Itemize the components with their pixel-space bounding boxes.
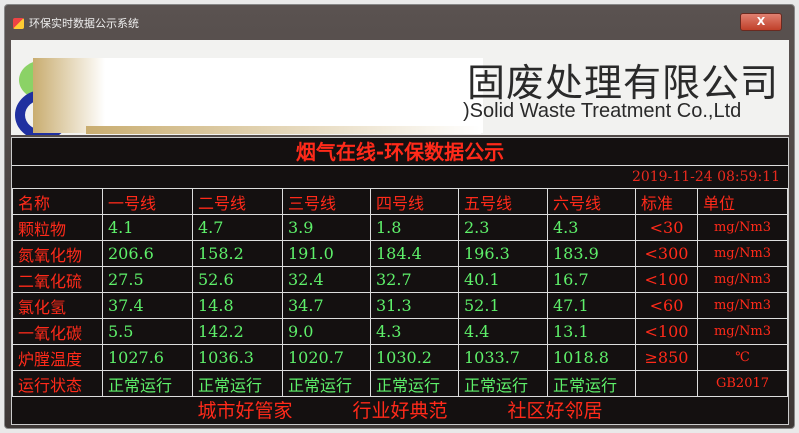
window-title: 环保实时数据公示系统	[29, 17, 139, 30]
line-value: 27.5	[102, 266, 193, 293]
line-value: 47.1	[547, 292, 636, 319]
line-value: 196.3	[458, 240, 548, 267]
line-value: 1033.7	[458, 344, 548, 371]
line-value: 40.1	[458, 266, 548, 293]
pollutant-name: 一氧化碳	[12, 318, 103, 345]
line-value: 4.4	[458, 318, 548, 345]
line-value: 3.9	[282, 214, 371, 241]
line-value: 正常运行	[547, 370, 636, 397]
company-name-cn: 固废处理有限公司	[467, 61, 780, 105]
datetime: 2019-11-24 08:59:11	[631, 169, 780, 185]
pollutant-name: 二氧化硫	[12, 266, 103, 293]
table-row: 一氧化碳 5.5 142.2 9.0 4.3 4.4 13.1 <100 mg/Nm3	[12, 318, 788, 345]
line-value: 183.9	[547, 240, 636, 267]
standard-limit: <30	[635, 214, 698, 241]
unit: mg/Nm3	[697, 292, 788, 319]
standard-limit: <300	[635, 240, 698, 267]
line-value: 正常运行	[458, 370, 548, 397]
column-header: 四号线	[370, 188, 459, 215]
line-value: 4.7	[192, 214, 283, 241]
app-icon	[13, 17, 24, 29]
line-value: 2.3	[458, 214, 548, 241]
unit: mg/Nm3	[697, 214, 788, 241]
line-value: 1030.2	[370, 344, 459, 371]
line-value: 9.0	[282, 318, 371, 345]
unit: ℃	[697, 344, 788, 371]
line-value: 37.4	[102, 292, 193, 319]
column-header: 三号线	[282, 188, 371, 215]
line-value: 5.5	[102, 318, 193, 345]
line-value: 32.4	[282, 266, 371, 293]
table-row: 炉膛温度 1027.6 1036.3 1020.7 1030.2 1033.7 1018.8…	[12, 344, 788, 371]
line-value: 206.6	[102, 240, 193, 267]
title-bar: 环保实时数据公示系统	[13, 13, 139, 33]
standard-limit: <100	[635, 318, 698, 345]
column-header: 二号线	[192, 188, 283, 215]
line-value: 16.7	[547, 266, 636, 293]
line-value: 正常运行	[282, 370, 371, 397]
company-name-en: )Solid Waste Treatment Co.,Ltd	[463, 100, 742, 122]
line-value: 184.4	[370, 240, 459, 267]
line-value: 31.3	[370, 292, 459, 319]
line-value: 1.8	[370, 214, 459, 241]
pollutant-name: 氮氧化物	[12, 240, 103, 267]
line-value: 正常运行	[102, 370, 193, 397]
company-banner: 固废处理有限公司 )Solid Waste Treatment Co.,Ltd	[11, 40, 789, 135]
line-value: 1027.6	[102, 344, 193, 371]
line-value: 1020.7	[282, 344, 371, 371]
line-value: 1018.8	[547, 344, 636, 371]
line-value: 4.3	[547, 214, 636, 241]
column-header: 名称	[12, 188, 103, 215]
standard-limit: ≥850	[635, 344, 698, 371]
line-value: 4.1	[102, 214, 193, 241]
slogans: 城市好管家 行业好典范 社区好邻居	[12, 397, 788, 427]
standard-limit: <60	[635, 292, 698, 319]
emissions-table: 名称 一号线 二号线 三号线 四号线 五号线 六号线 标准 单位 颗粒物 4.1 4.7 3.9 1.8 2…	[12, 188, 788, 397]
redacted-area	[33, 58, 483, 133]
pollutant-name: 炉膛温度	[12, 344, 103, 371]
slogan: 社区好邻居	[507, 400, 603, 422]
line-value: 正常运行	[370, 370, 459, 397]
line-value: 52.1	[458, 292, 548, 319]
column-header: 标准	[635, 188, 698, 215]
line-value: 158.2	[192, 240, 283, 267]
table-row: 运行状态 正常运行 正常运行 正常运行 正常运行 正常运行 正常运行 GB2017	[12, 370, 788, 397]
pollutant-name: 氯化氢	[12, 292, 103, 319]
column-header: 一号线	[102, 188, 193, 215]
line-value: 32.7	[370, 266, 459, 293]
column-header: 五号线	[458, 188, 548, 215]
unit: mg/Nm3	[697, 240, 788, 267]
data-board: 烟气在线-环保数据公示 2019-11-24 08:59:11 名称 一号线 二号线…	[11, 137, 789, 425]
line-value: 142.2	[192, 318, 283, 345]
line-value: 正常运行	[192, 370, 283, 397]
line-value: 14.8	[192, 292, 283, 319]
table-row: 氯化氢 37.4 14.8 34.7 31.3 52.1 47.1 <60 mg/Nm3	[12, 292, 788, 319]
table-row: 颗粒物 4.1 4.7 3.9 1.8 2.3 4.3 <30 mg/Nm3	[12, 214, 788, 241]
board-title: 烟气在线-环保数据公示	[12, 138, 788, 166]
line-value: 1036.3	[192, 344, 283, 371]
column-header: 六号线	[547, 188, 636, 215]
standard-limit	[635, 370, 698, 397]
line-value: 4.3	[370, 318, 459, 345]
unit: mg/Nm3	[697, 318, 788, 345]
standard-limit: <100	[635, 266, 698, 293]
slogan: 城市好管家	[197, 400, 293, 422]
line-value: 13.1	[547, 318, 636, 345]
slogan: 行业好典范	[352, 400, 448, 422]
pollutant-name: 运行状态	[12, 370, 103, 397]
close-button[interactable]: X	[740, 13, 782, 31]
line-value: 34.7	[282, 292, 371, 319]
table-row: 二氧化硫 27.5 52.6 32.4 32.7 40.1 16.7 <100 mg/Nm3	[12, 266, 788, 293]
column-header: 单位	[697, 188, 788, 215]
table-row: 氮氧化物 206.6 158.2 191.0 184.4 196.3 183.9 <300 mg…	[12, 240, 788, 267]
header-row: 名称 一号线 二号线 三号线 四号线 五号线 六号线 标准 单位	[12, 188, 788, 215]
line-value: 191.0	[282, 240, 371, 267]
unit: GB2017	[697, 370, 788, 397]
pollutant-name: 颗粒物	[12, 214, 103, 241]
line-value: 52.6	[192, 266, 283, 293]
unit: mg/Nm3	[697, 266, 788, 293]
